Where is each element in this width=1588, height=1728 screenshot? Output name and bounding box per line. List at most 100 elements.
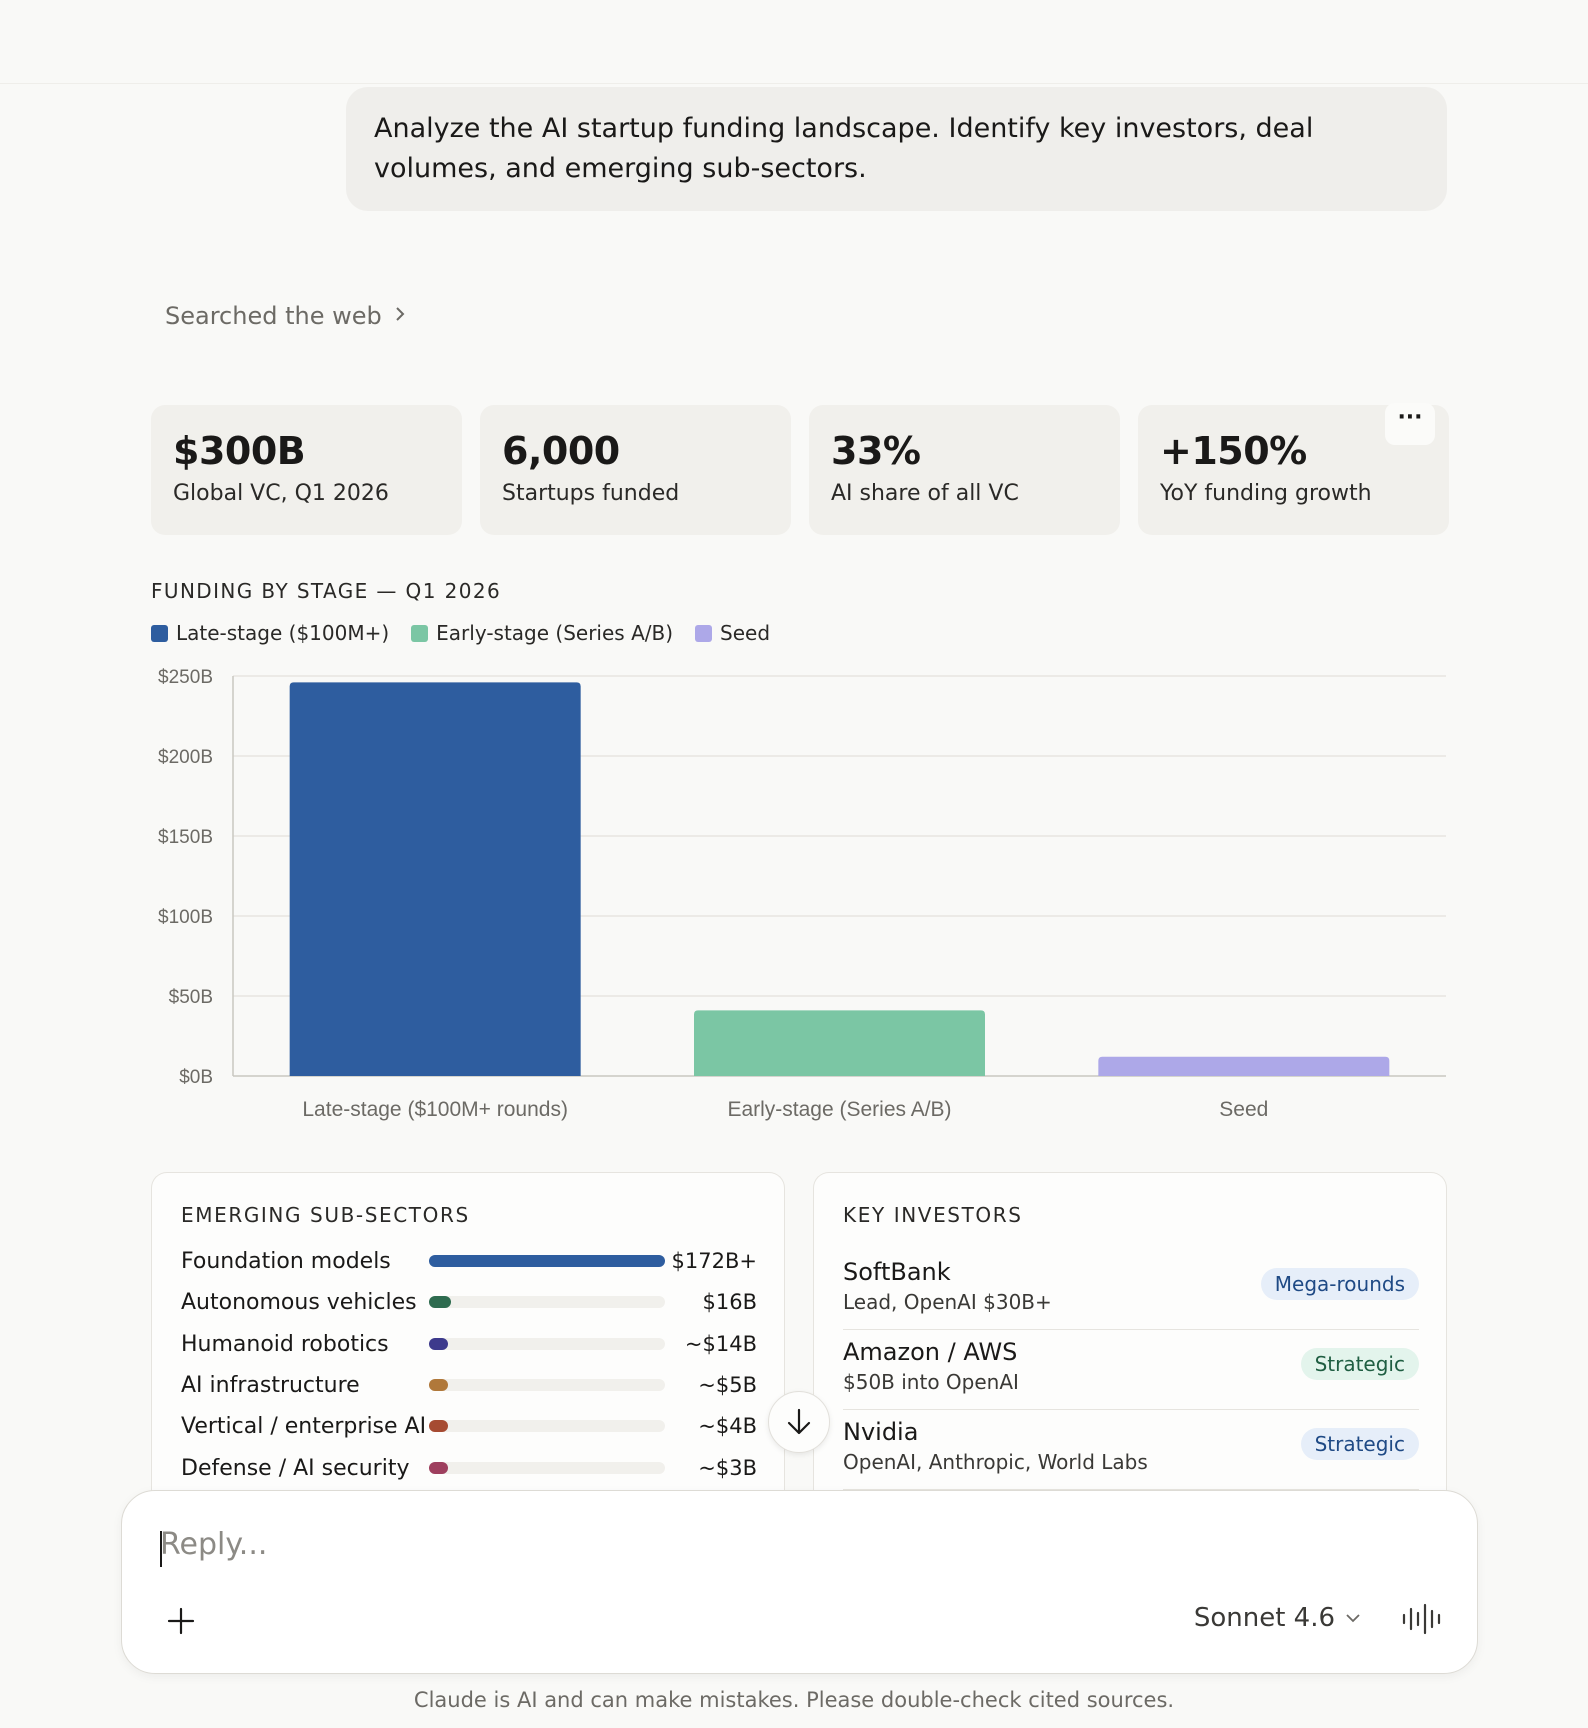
- model-selector[interactable]: Sonnet 4.6: [1194, 1603, 1361, 1633]
- sector-row: Vertical / enterprise AI ~$4B: [181, 1411, 757, 1441]
- stat-label: AI share of all VC: [831, 481, 1019, 506]
- legend-label: Late-stage ($100M+): [176, 621, 390, 645]
- sector-bar-fill: [429, 1338, 449, 1350]
- y-tick-label: $50B: [169, 987, 213, 1008]
- stat-card: 33% AI share of all VC: [809, 405, 1120, 535]
- stat-value: 33%: [831, 429, 921, 473]
- sector-bar-fill: [429, 1462, 448, 1474]
- x-tick-label: Late-stage ($100M+ rounds): [302, 1098, 568, 1121]
- x-tick-label: Early-stage (Series A/B): [727, 1098, 951, 1121]
- investor-name: Amazon / AWS: [843, 1338, 1018, 1366]
- sector-name: Defense / AI security: [181, 1455, 410, 1481]
- stat-label: Startups funded: [502, 481, 680, 506]
- sector-amount: $172B+: [671, 1249, 757, 1273]
- sector-bar-track: [429, 1420, 665, 1432]
- reply-box[interactable]: Reply... Sonnet 4.6: [121, 1490, 1478, 1674]
- sector-bar-track: [429, 1379, 665, 1391]
- investor-tag: Strategic: [1300, 1428, 1419, 1460]
- sector-bar-track: [429, 1296, 665, 1308]
- sector-bar-fill: [429, 1296, 451, 1308]
- sector-name: Humanoid robotics: [181, 1331, 389, 1357]
- sector-bar-fill: [429, 1379, 448, 1391]
- key-investors-panel: KEY INVESTORS SoftBank Lead, OpenAI $30B…: [813, 1172, 1447, 1502]
- sector-row: Defense / AI security ~$3B: [181, 1453, 757, 1483]
- sector-bar-fill: [429, 1420, 448, 1432]
- voice-waveform-icon: [1402, 1603, 1441, 1635]
- investor-detail: $50B into OpenAI: [843, 1370, 1019, 1394]
- legend-swatch: [695, 624, 713, 642]
- y-tick-label: $100B: [158, 907, 213, 928]
- stat-value: 6,000: [502, 429, 620, 473]
- investor-detail: OpenAI, Anthropic, World Labs: [843, 1450, 1148, 1474]
- stat-value: $300B: [173, 429, 306, 473]
- model-name: Sonnet 4.6: [1193, 1603, 1335, 1633]
- sector-amount: ~$14B: [684, 1332, 757, 1356]
- more-options-button[interactable]: ···: [1385, 403, 1435, 445]
- voice-mode-button[interactable]: [1401, 1603, 1441, 1639]
- bar: [289, 682, 581, 1076]
- x-tick-label: Seed: [1219, 1098, 1268, 1121]
- panel-title: KEY INVESTORS: [843, 1203, 1023, 1227]
- legend-swatch: [151, 624, 168, 642]
- stat-card: +150% YoY funding growth ···: [1138, 403, 1449, 535]
- funding-bar-chart: $0B $50B $100B $150B $200B $250B Late-stage ($…: [158, 667, 1446, 1121]
- sector-amount: ~$3B: [698, 1456, 757, 1480]
- sector-amount: ~$5B: [698, 1373, 757, 1397]
- legend-label: Early-stage (Series A/B): [436, 621, 674, 645]
- sub-sectors-panel: EMERGING SUB-SECTORS Foundation models $…: [151, 1172, 785, 1502]
- sector-row: AI infrastructure ~$5B: [181, 1370, 757, 1400]
- y-tick-label: $200B: [158, 747, 213, 768]
- stat-label: Global VC, Q1 2026: [173, 481, 389, 506]
- sector-amount: $16B: [702, 1290, 758, 1314]
- stat-value: +150%: [1160, 429, 1307, 473]
- searched-web-toggle[interactable]: Searched the web: [165, 302, 406, 330]
- sector-row: Autonomous vehicles $16B: [181, 1287, 757, 1317]
- investor-row: Nvidia OpenAI, Anthropic, World Labs Str…: [843, 1410, 1419, 1490]
- investor-detail: Lead, OpenAI $30B+: [843, 1290, 1052, 1314]
- stat-card: $300B Global VC, Q1 2026: [151, 405, 462, 535]
- investor-tag: Strategic: [1300, 1348, 1419, 1380]
- legend-swatch: [411, 624, 429, 642]
- stat-card: 6,000 Startups funded: [480, 405, 791, 535]
- add-attachment-button[interactable]: [166, 1606, 196, 1636]
- scroll-down-button[interactable]: [768, 1391, 830, 1453]
- sector-row: Humanoid robotics ~$14B: [181, 1329, 757, 1359]
- sector-bar-fill: [429, 1255, 665, 1267]
- chart-legend: Late-stage ($100M+) Early-stage (Series …: [151, 621, 770, 645]
- header-divider: [0, 83, 1588, 84]
- chevron-right-icon: [394, 304, 406, 329]
- sector-bar-track: [429, 1462, 665, 1474]
- plus-icon: [167, 1607, 195, 1635]
- investor-row: SoftBank Lead, OpenAI $30B+ Mega-rounds: [843, 1250, 1419, 1330]
- sector-row: Foundation models $172B+: [181, 1246, 757, 1276]
- y-tick-label: $0B: [179, 1067, 213, 1088]
- y-tick-label: $150B: [158, 827, 213, 848]
- y-tick-label: $250B: [158, 667, 213, 688]
- legend-item: Seed: [695, 621, 770, 645]
- sector-bar-track: [429, 1255, 665, 1267]
- sector-bar-track: [429, 1338, 665, 1350]
- stat-cards: $300B Global VC, Q1 2026 6,000 Startups …: [151, 403, 1449, 535]
- bar: [1098, 1056, 1390, 1076]
- chevron-down-icon: [1346, 1614, 1360, 1623]
- stat-label: YoY funding growth: [1160, 481, 1372, 506]
- user-message: Analyze the AI startup funding landscape…: [346, 87, 1447, 211]
- sector-name: AI infrastructure: [181, 1372, 360, 1398]
- sector-name: Foundation models: [181, 1248, 391, 1274]
- bar: [694, 1010, 985, 1076]
- sector-name: Vertical / enterprise AI: [181, 1413, 427, 1439]
- legend-item: Early-stage (Series A/B): [411, 621, 673, 645]
- legend-label: Seed: [720, 621, 771, 645]
- sector-amount: ~$4B: [698, 1414, 757, 1438]
- reply-input[interactable]: Reply...: [160, 1527, 268, 1562]
- investor-tag: Mega-rounds: [1260, 1268, 1419, 1300]
- text-cursor: [160, 1531, 162, 1567]
- legend-item: Late-stage ($100M+): [151, 621, 389, 645]
- arrow-down-icon: [787, 1408, 811, 1435]
- investor-name: SoftBank: [843, 1258, 951, 1286]
- panel-title: EMERGING SUB-SECTORS: [181, 1203, 470, 1227]
- investor-row: Amazon / AWS $50B into OpenAI Strategic: [843, 1330, 1419, 1410]
- chart-title: FUNDING BY STAGE — Q1 2026: [151, 579, 502, 603]
- disclaimer-text: Claude is AI and can make mistakes. Plea…: [413, 1688, 1175, 1712]
- searched-web-label: Searched the web: [165, 302, 382, 330]
